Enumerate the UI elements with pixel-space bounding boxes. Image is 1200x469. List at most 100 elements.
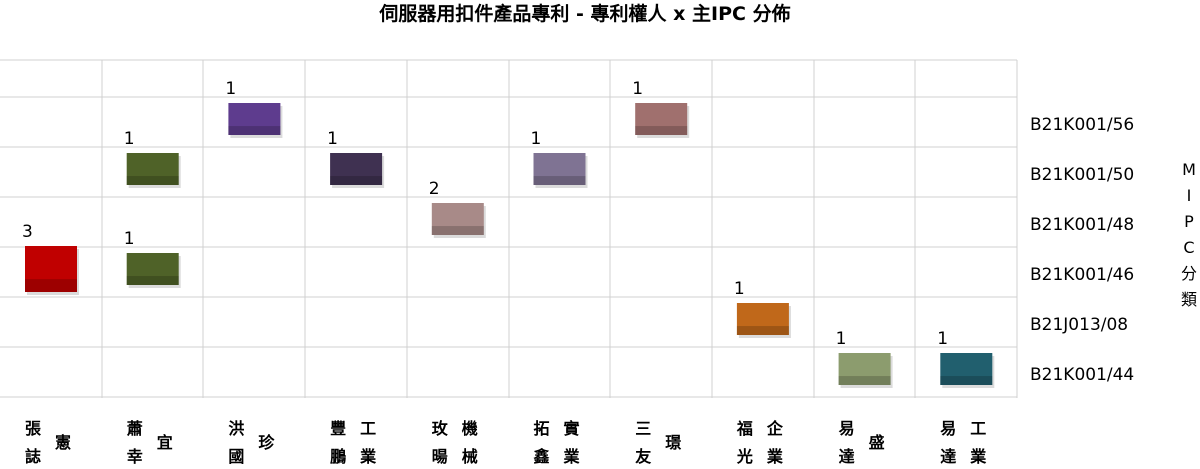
marker-shade [431, 226, 484, 235]
data-label: 1 [327, 129, 338, 149]
category-char: 工 [360, 419, 376, 438]
category-char: 鑫 [533, 447, 550, 466]
category-char: 玫 [432, 419, 449, 438]
data-markers: 3 1 1 1 1 2 1 1 1 1 1 [22, 79, 995, 388]
category-char: 蕭 [127, 419, 143, 438]
marker-shade [330, 176, 383, 185]
x-category-label: 洪珍國 [228, 419, 275, 466]
y-axis-label-char: I [1187, 186, 1192, 205]
category-char: 業 [969, 447, 987, 466]
data-marker: 1 [531, 129, 588, 188]
x-category-label: 福企光業 [736, 419, 784, 466]
y-tick-label: B21J013/08 [1030, 315, 1128, 335]
marker-box [431, 203, 484, 235]
category-char: 業 [359, 447, 377, 466]
y-axis-label-char: C [1183, 238, 1194, 257]
marker-shade [533, 176, 586, 185]
y-axis-label-char: 類 [1181, 290, 1197, 309]
marker-shade [736, 326, 789, 335]
y-axis-label-char: P [1184, 212, 1194, 231]
marker-box [635, 103, 688, 135]
marker-box [228, 103, 281, 135]
data-label: 1 [836, 329, 847, 349]
data-label: 1 [124, 229, 135, 249]
data-label: 1 [937, 329, 948, 349]
category-char: 拓 [534, 419, 550, 438]
x-category-label: 蕭宜幸 [127, 419, 173, 466]
category-char: 易 [940, 419, 956, 438]
data-label: 1 [124, 129, 135, 149]
category-char: 璟 [665, 433, 681, 452]
data-label: 1 [632, 79, 643, 99]
y-tick-label: B21K001/48 [1030, 215, 1134, 235]
category-char: 宜 [157, 433, 173, 452]
category-char: 企 [766, 419, 784, 438]
category-char: 易 [839, 419, 855, 438]
category-char: 三 [635, 419, 651, 438]
category-char: 實 [564, 419, 580, 438]
category-char: 業 [563, 447, 581, 466]
category-char: 洪 [228, 419, 244, 438]
data-marker: 2 [429, 179, 486, 238]
data-marker: 1 [937, 329, 995, 388]
grid [0, 59, 1018, 398]
data-marker: 1 [632, 79, 690, 138]
x-category-label: 豐工鵬業 [330, 419, 377, 466]
category-char: 友 [635, 447, 652, 466]
category-char: 豐 [330, 419, 346, 438]
data-marker: 1 [734, 279, 791, 338]
category-char: 珍 [258, 433, 275, 452]
category-char: 誌 [25, 447, 41, 466]
category-char: 械 [462, 447, 478, 466]
data-marker: 1 [836, 329, 893, 388]
marker-box [940, 353, 993, 385]
x-category-label: 三璟友 [635, 419, 681, 466]
x-category-label: 張憲誌 [25, 419, 71, 466]
chart-title: 伺服器用扣件產品專利 - 專利權人 x 主IPC 分佈 [378, 2, 790, 25]
category-char: 福 [736, 419, 753, 438]
category-char: 工 [970, 419, 986, 438]
category-char: 達 [839, 447, 855, 466]
category-char: 機 [462, 419, 478, 438]
y-axis-ticks: B21K001/56 B21K001/50 B21K001/48 B21K001/46… [1030, 115, 1134, 385]
y-axis-label-char: M [1182, 160, 1196, 179]
category-char: 張 [25, 419, 42, 438]
y-tick-label: B21K001/44 [1030, 365, 1134, 385]
marker-shade [126, 176, 179, 185]
category-char: 鵬 [330, 447, 346, 466]
x-category-label: 易盛達 [839, 419, 885, 466]
x-category-label: 玫機暘械 [432, 419, 478, 466]
marker-box [25, 246, 77, 292]
category-char: 暘 [432, 447, 448, 466]
category-char: 光 [736, 447, 753, 466]
data-label: 1 [734, 279, 745, 299]
data-marker: 1 [225, 79, 283, 138]
category-char: 業 [766, 447, 784, 466]
y-axis-label-char: 分 [1181, 264, 1197, 283]
marker-shade [635, 126, 688, 135]
marker-shade [838, 376, 891, 385]
marker-shade [228, 126, 281, 135]
data-marker: 1 [327, 129, 385, 188]
y-tick-label: B21K001/50 [1030, 165, 1134, 185]
marker-box [533, 153, 586, 185]
data-marker: 1 [124, 229, 181, 288]
x-category-label: 拓實鑫業 [533, 419, 581, 466]
marker-box [838, 353, 891, 385]
category-char: 憲 [55, 433, 71, 452]
category-char: 幸 [127, 447, 143, 466]
marker-shade [940, 376, 993, 385]
data-marker: 3 [22, 222, 79, 295]
marker-box [126, 153, 179, 185]
category-char: 達 [940, 447, 956, 466]
marker-box [330, 153, 383, 185]
marker-shade [126, 276, 179, 285]
data-label: 2 [429, 179, 440, 199]
marker-box [736, 303, 789, 335]
x-category-label: 易工達業 [940, 419, 987, 466]
category-char: 盛 [869, 433, 885, 452]
data-label: 1 [225, 79, 236, 99]
data-label: 1 [531, 129, 542, 149]
